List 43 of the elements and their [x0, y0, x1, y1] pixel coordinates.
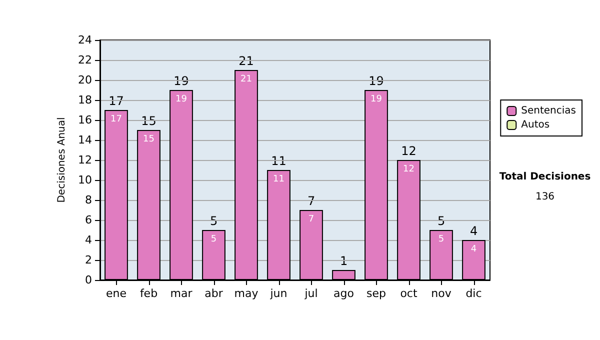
- x-tick-label: jul: [304, 287, 318, 300]
- y-tick-label: 22: [78, 54, 92, 66]
- x-tick-label: sep: [366, 287, 386, 300]
- y-tick-label: 6: [85, 214, 92, 226]
- y-tick-label: 12: [78, 154, 92, 166]
- x-tick-label: jun: [269, 287, 288, 300]
- y-tick-label: 14: [78, 134, 92, 146]
- data-label: 7: [308, 214, 314, 224]
- total-label: 4: [470, 224, 478, 238]
- y-tick-label: 18: [78, 94, 92, 106]
- x-tick-label: dic: [466, 287, 482, 300]
- x-tick-label: abr: [204, 287, 224, 300]
- data-label: 5: [210, 234, 217, 244]
- total-label: 12: [401, 144, 416, 158]
- data-label: 12: [403, 164, 414, 174]
- x-tick-label: ene: [106, 287, 127, 300]
- data-label: 4: [470, 244, 477, 254]
- data-label: 17: [110, 114, 122, 124]
- y-tick-label: 8: [85, 194, 92, 206]
- x-tick-label: ago: [334, 287, 354, 300]
- data-label: 11: [273, 174, 284, 184]
- data-label: 15: [143, 134, 154, 144]
- text: Total Decisiones: [499, 172, 591, 182]
- data-label: 5: [438, 234, 444, 244]
- x-tick-label: nov: [431, 287, 452, 300]
- y-tick-label: 10: [78, 174, 92, 186]
- data-label: 19: [370, 94, 382, 104]
- y-axis-title: Decisiones Anual: [56, 117, 68, 203]
- x-tick-label: feb: [140, 287, 158, 300]
- y-tick-label: 0: [85, 274, 92, 286]
- data-label: 19: [176, 94, 188, 104]
- y-tick-label: 4: [85, 234, 92, 246]
- x-tick-label: mar: [170, 287, 193, 300]
- y-tick-label: 16: [78, 114, 92, 126]
- y-tick-label: 2: [85, 254, 92, 266]
- legend-label: Sentencias: [521, 106, 576, 116]
- text: 136: [535, 192, 555, 202]
- y-tick-label: 24: [78, 34, 92, 46]
- legend-label: Autos: [521, 120, 550, 130]
- x-tick-label: may: [234, 287, 259, 300]
- data-label: 21: [240, 74, 252, 84]
- y-tick-label: 20: [78, 74, 92, 86]
- x-tick-label: oct: [400, 287, 418, 300]
